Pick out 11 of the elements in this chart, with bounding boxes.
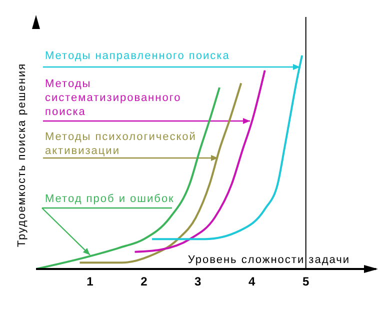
y-axis-title: Трудоемкость поиска решения: [16, 62, 28, 248]
x-tick-label: 1: [86, 274, 94, 289]
x-tick-label: 3: [194, 274, 202, 289]
text: Методы систематизированного поиска: [45, 78, 182, 118]
series-label: Методы психологической активизации: [45, 131, 196, 157]
x-tick-label: 4: [248, 274, 256, 289]
series-label: Метод проб и ошибок: [45, 193, 174, 205]
x-axis-title: Уровень сложности задачи: [188, 254, 350, 266]
text: Методы направленного поиска: [45, 50, 230, 62]
x-tick-label: 5: [302, 274, 310, 289]
x-tick-label: 2: [140, 274, 148, 289]
